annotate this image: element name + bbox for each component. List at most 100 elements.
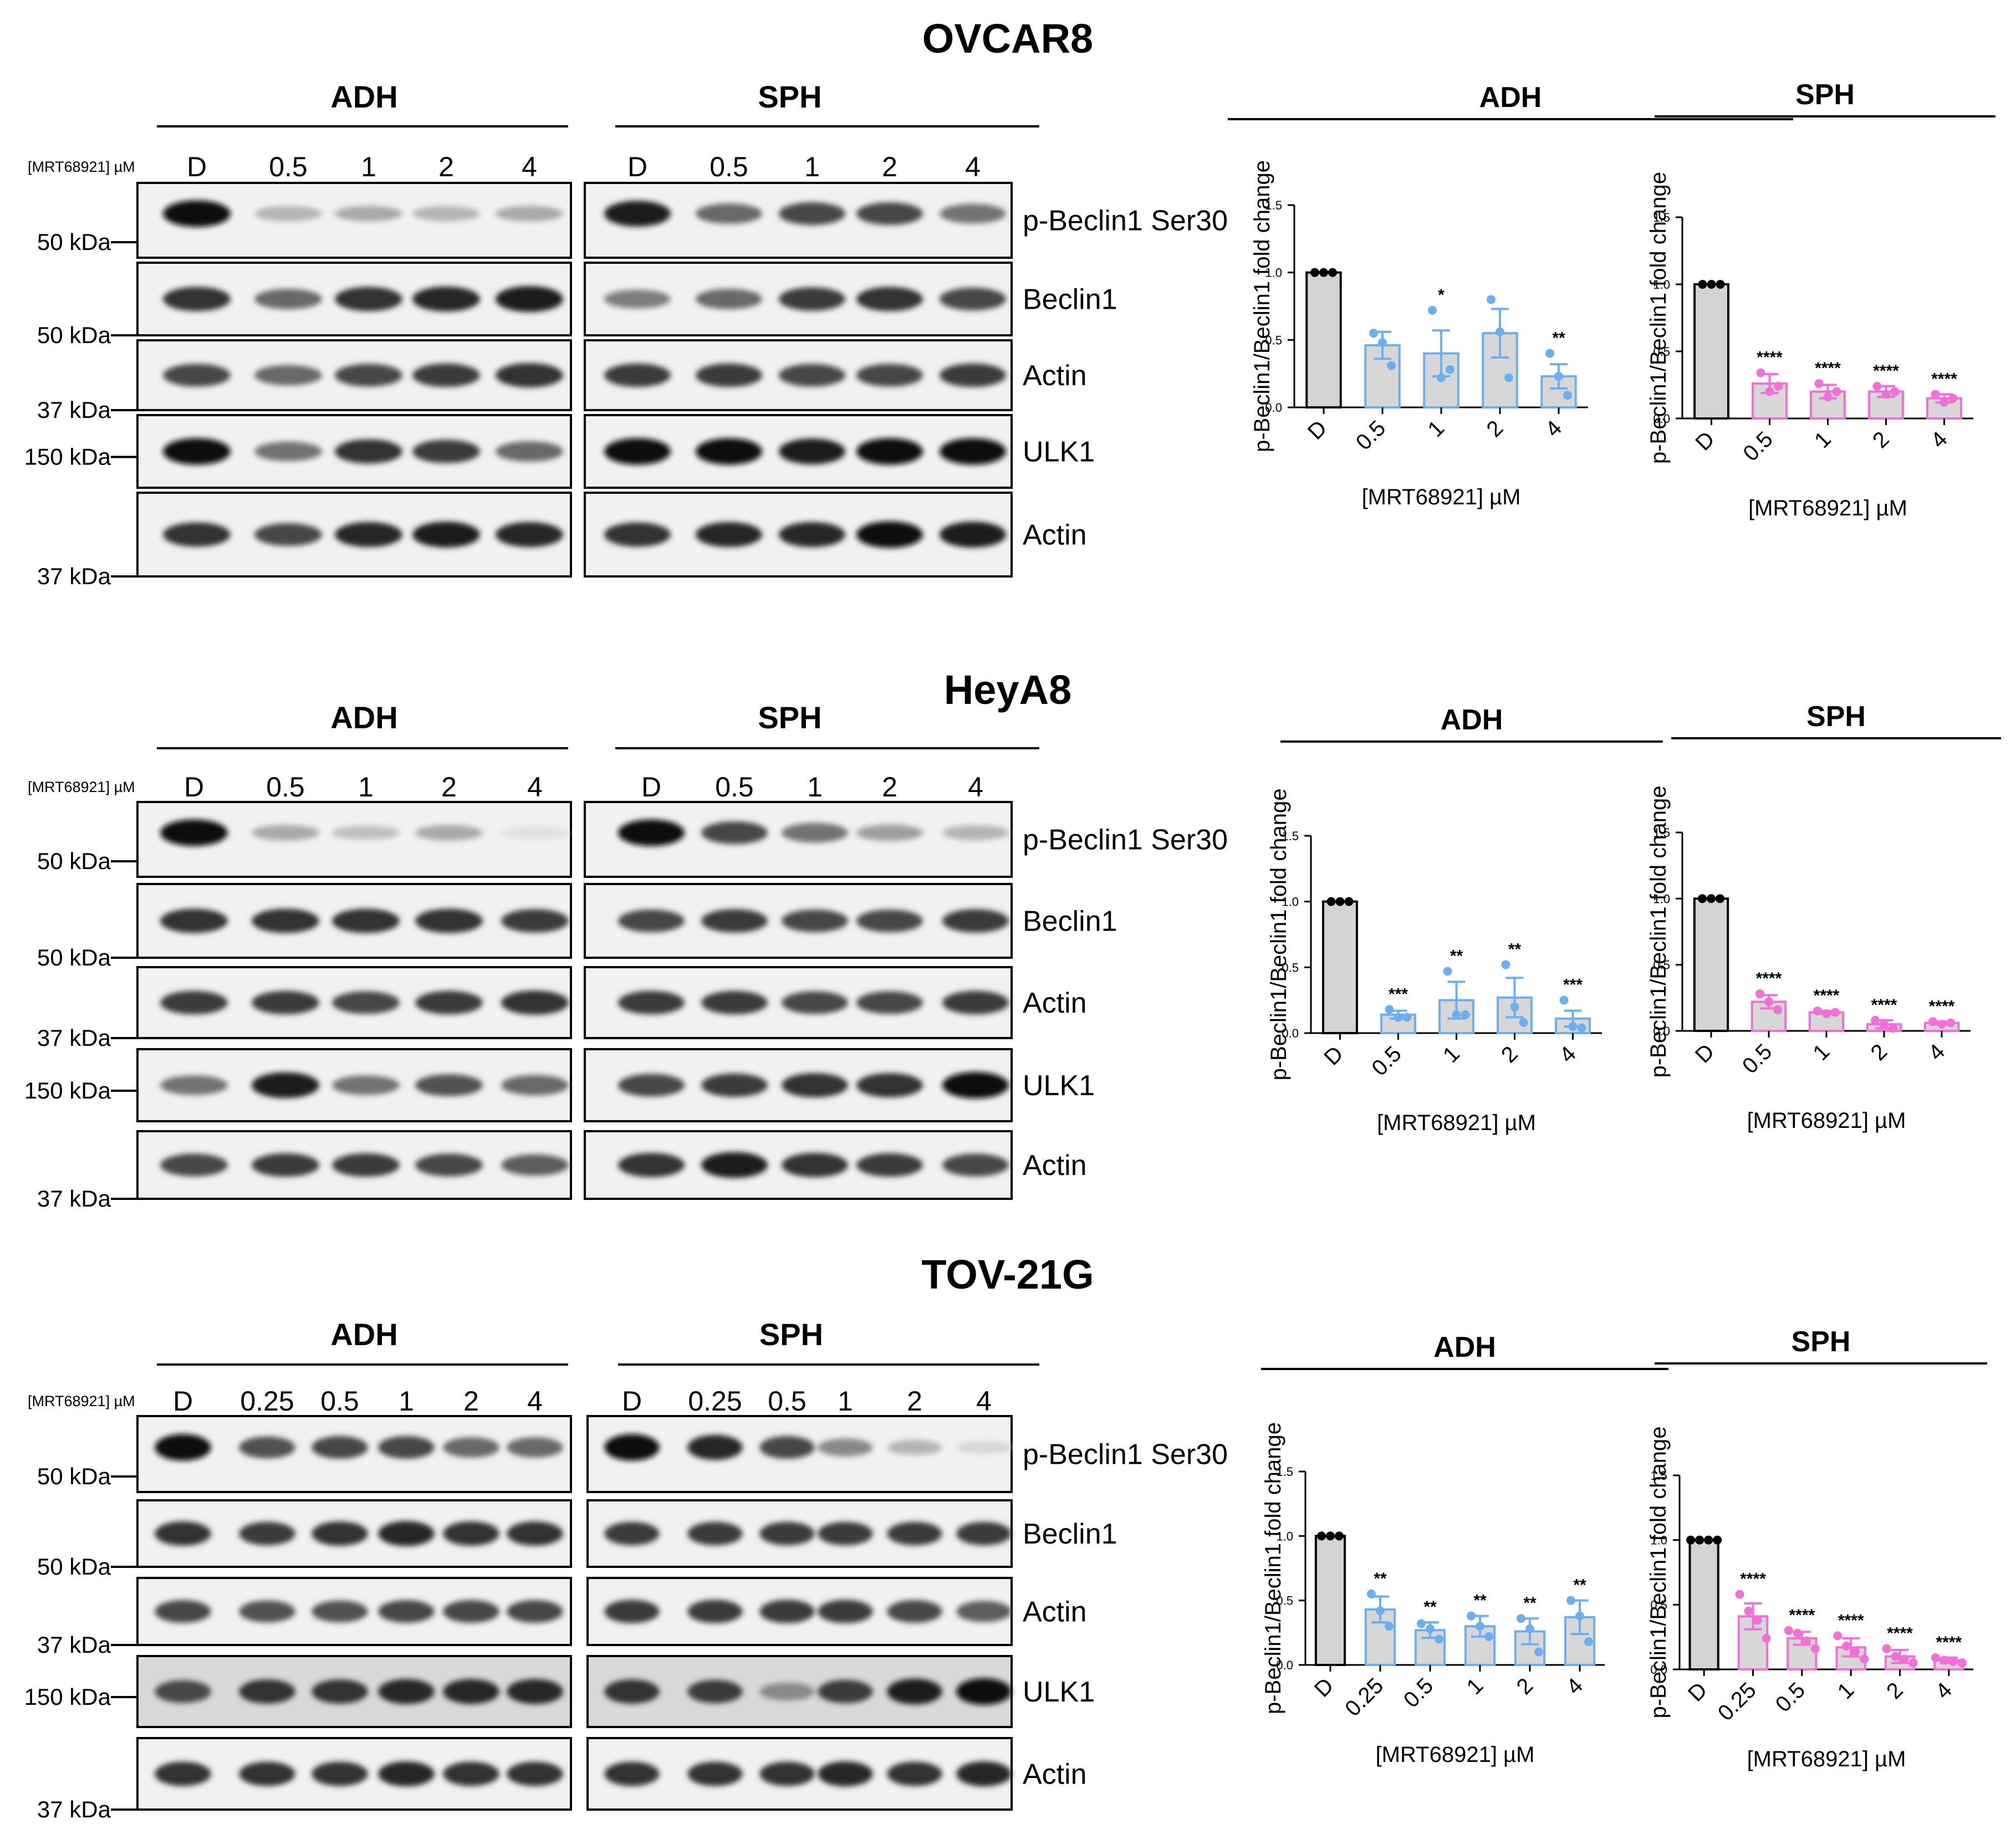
kda-marker: 150 kDa bbox=[24, 1077, 111, 1103]
bar bbox=[1688, 1539, 1719, 1671]
protein-band bbox=[687, 1521, 743, 1546]
protein-band bbox=[239, 1600, 295, 1623]
protein-band bbox=[163, 522, 231, 547]
data-point bbox=[1443, 967, 1452, 976]
protein-band bbox=[507, 1679, 563, 1704]
data-point bbox=[1832, 387, 1841, 396]
protein-band bbox=[163, 287, 231, 311]
protein-band bbox=[332, 991, 400, 1014]
significance-mark: **** bbox=[1929, 997, 1955, 1015]
protein-band bbox=[701, 990, 768, 1015]
kda-marker: 50 kDa bbox=[37, 944, 111, 970]
protein-band bbox=[163, 364, 231, 387]
sph-blot-row bbox=[584, 883, 1013, 959]
data-point bbox=[1317, 1531, 1326, 1541]
sph-lane-label: 0.5 bbox=[768, 1386, 807, 1417]
protein-band bbox=[956, 1601, 1012, 1622]
protein-band bbox=[252, 990, 319, 1015]
protein-band bbox=[856, 824, 923, 841]
protein-band bbox=[378, 1600, 435, 1623]
data-point bbox=[1378, 338, 1387, 348]
data-point bbox=[1385, 1622, 1394, 1631]
data-point bbox=[1762, 1634, 1771, 1643]
data-point bbox=[1822, 1009, 1831, 1018]
data-point bbox=[1435, 1634, 1443, 1644]
protein-band bbox=[507, 1600, 563, 1623]
adh-lane-label: 1 bbox=[361, 151, 376, 182]
data-point bbox=[1882, 1644, 1891, 1653]
protein-band bbox=[942, 990, 1009, 1015]
blot-row-label: Actin bbox=[1023, 519, 1087, 551]
protein-band bbox=[818, 1521, 873, 1546]
chart-title: ADH bbox=[1479, 81, 1542, 114]
sph-blot-row bbox=[584, 966, 1013, 1039]
protein-band bbox=[239, 1521, 295, 1546]
bar bbox=[1693, 897, 1729, 1033]
y-tick-label: 0.0 bbox=[1650, 1663, 1667, 1677]
x-tick-label: 1 bbox=[1810, 427, 1836, 453]
sph-lane-label: D bbox=[627, 151, 647, 182]
x-tick-label: 1 bbox=[1809, 1039, 1835, 1065]
bar bbox=[1305, 271, 1342, 408]
protein-band bbox=[160, 1075, 228, 1095]
significance-mark: ** bbox=[1573, 1576, 1586, 1595]
significance-mark: * bbox=[1438, 286, 1445, 304]
data-point bbox=[1402, 1013, 1412, 1022]
protein-band bbox=[412, 206, 480, 221]
protein-band bbox=[617, 1074, 685, 1097]
x-tick-label: 0.5 bbox=[1399, 1673, 1438, 1712]
protein-band bbox=[856, 287, 923, 311]
protein-band bbox=[856, 1073, 923, 1097]
x-tick-label: 1 bbox=[1462, 1673, 1488, 1699]
protein-band bbox=[335, 522, 402, 548]
y-tick-label: 0.5 bbox=[1276, 1594, 1293, 1608]
y-axis-label: p-Beclin1/Beclin1 fold change bbox=[1646, 172, 1671, 464]
protein-band bbox=[604, 201, 671, 227]
x-tick-label: 2 bbox=[1482, 416, 1508, 442]
blot-row-label: p-Beclin1 Ser30 bbox=[1023, 1439, 1228, 1471]
adh-blot-row bbox=[136, 883, 572, 959]
significance-mark: **** bbox=[1887, 1624, 1913, 1643]
data-point bbox=[1707, 280, 1716, 289]
data-point bbox=[1810, 1644, 1820, 1653]
sph-blot-row bbox=[586, 1499, 1013, 1568]
kda-marker: 50 kDa bbox=[37, 322, 111, 348]
protein-band bbox=[818, 1761, 873, 1787]
adh-lane-label: 0.5 bbox=[269, 151, 308, 182]
sph-lane-label: 0.5 bbox=[710, 151, 748, 182]
y-tick-label: 1.0 bbox=[1653, 278, 1670, 292]
adh-lane-label: 0.5 bbox=[320, 1386, 359, 1417]
adh-heading: ADH bbox=[330, 700, 397, 735]
sph-lane-label: 4 bbox=[965, 151, 981, 182]
conc-label: [MRT68921] µM bbox=[28, 1393, 135, 1409]
y-tick-label: 1.0 bbox=[1650, 1534, 1667, 1547]
protein-band bbox=[617, 910, 685, 932]
x-tick-label: 4 bbox=[1931, 1678, 1957, 1704]
y-tick-label: 0.0 bbox=[1653, 412, 1670, 426]
protein-band bbox=[252, 825, 319, 841]
protein-band bbox=[695, 522, 763, 548]
data-point bbox=[1335, 1531, 1344, 1541]
protein-band bbox=[604, 1434, 660, 1461]
adh-blot-row bbox=[136, 1130, 572, 1200]
data-point bbox=[1519, 1018, 1528, 1028]
y-tick-label: 1.0 bbox=[1282, 895, 1299, 909]
protein-band bbox=[617, 990, 685, 1015]
protein-band bbox=[687, 1761, 743, 1786]
protein-band bbox=[695, 289, 763, 309]
kda-marker: 37 kDa bbox=[37, 1632, 111, 1658]
data-point bbox=[1755, 989, 1764, 999]
y-tick-label: 0.5 bbox=[1265, 333, 1282, 347]
data-point bbox=[1426, 1624, 1435, 1633]
x-tick-label: 0.5 bbox=[1738, 427, 1777, 466]
protein-band bbox=[412, 363, 480, 387]
protein-band bbox=[759, 1761, 815, 1786]
data-point bbox=[1773, 1005, 1782, 1014]
protein-band bbox=[415, 1074, 483, 1096]
data-point bbox=[1765, 387, 1774, 396]
sph-lane-label: 4 bbox=[968, 772, 983, 803]
protein-band bbox=[939, 363, 1007, 387]
x-tick-label: 2 bbox=[1497, 1041, 1523, 1067]
x-axis-label: [MRT68921] µM bbox=[1747, 1747, 1906, 1771]
